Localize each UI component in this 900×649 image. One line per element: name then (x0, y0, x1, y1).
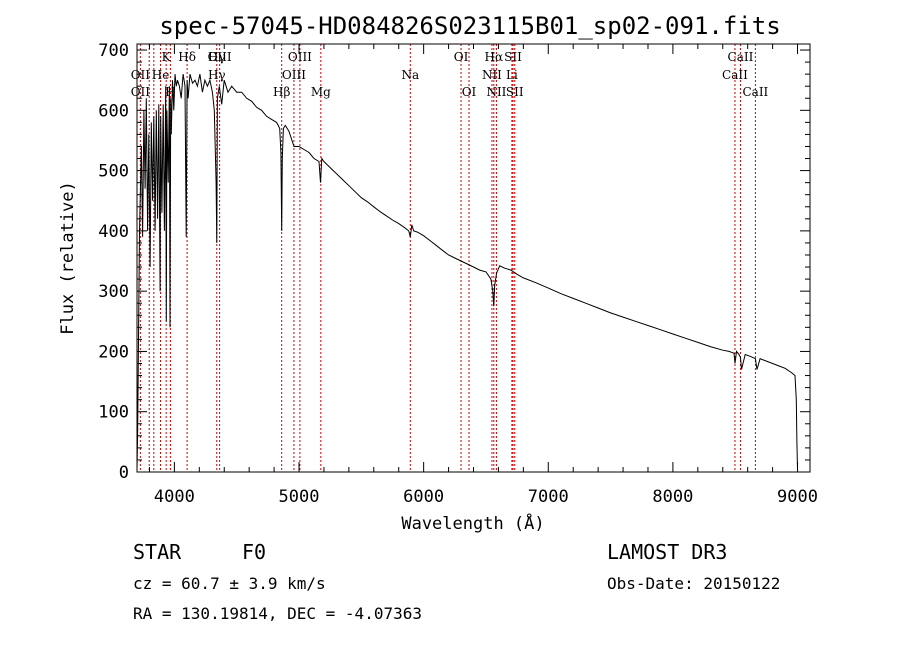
x-tick-label: 9000 (777, 487, 818, 507)
line-label: NII (482, 68, 502, 82)
object-subclass: F0 (242, 540, 266, 564)
x-tick-label: 4000 (154, 487, 195, 507)
coordinates: RA = 130.19814, DEC = -4.07363 (133, 604, 422, 623)
y-tick-label: 700 (98, 41, 129, 61)
line-label: OIII (282, 68, 306, 82)
line-label: NII (486, 85, 506, 99)
observation-date: Obs-Date: 20150122 (607, 574, 780, 593)
x-tick-label: 6000 (403, 487, 444, 507)
line-label: OII (131, 85, 151, 99)
line-label: Mg (311, 85, 331, 99)
y-tick-label: 100 (98, 403, 129, 423)
y-axis-label: Flux (relative) (58, 181, 78, 335)
line-label: CaII (722, 68, 748, 82)
y-tick-label: 200 (98, 342, 129, 362)
plot-frame (136, 43, 811, 473)
x-axis-ticks: 4000 5000 6000 7000 8000 9000 (148, 44, 818, 507)
x-axis-label: Wavelength (Å) (401, 512, 544, 534)
line-label: OI (454, 50, 469, 64)
line-label: CaII (728, 50, 754, 64)
x-tick-label: 8000 (652, 487, 693, 507)
chart-title: spec-57045-HD084826S023115B01_sp02-091.f… (159, 12, 780, 40)
y-axis-ticks: 0 100 200 300 400 500 600 700 (98, 41, 810, 483)
line-label: SII (506, 85, 524, 99)
x-tick-label: 7000 (528, 487, 569, 507)
line-label: Hα (485, 50, 504, 64)
spectrum-line (136, 73, 798, 470)
line-label: OIII (288, 50, 312, 64)
line-label: Hγ (208, 50, 226, 64)
line-label: Li (506, 68, 518, 82)
survey-name: LAMOST DR3 (607, 540, 727, 564)
line-label: He (152, 68, 170, 82)
x-tick-label: 5000 (279, 487, 320, 507)
line-label: Hδ (178, 50, 196, 64)
y-tick-label: 0 (119, 463, 129, 483)
line-label: OII (131, 68, 151, 82)
object-class: STAR (133, 540, 182, 564)
y-tick-label: 500 (98, 162, 129, 182)
line-label: Hβ (273, 85, 290, 99)
line-label: OIII (208, 50, 232, 64)
y-tick-label: 300 (98, 282, 129, 302)
emission-line-labels: HδOIIOIIHeKHHγHγOIIIHβOIIIOIIIMgNaOIOIHα… (131, 50, 769, 99)
line-label: SII (504, 50, 522, 64)
line-label: Hγ (208, 68, 226, 82)
line-label: OI (462, 85, 477, 99)
redshift-value: cz = 60.7 ± 3.9 km/s (133, 574, 326, 593)
line-label: CaII (742, 85, 768, 99)
y-tick-label: 400 (98, 222, 129, 242)
y-tick-label: 600 (98, 101, 129, 121)
line-label: H (165, 85, 175, 99)
line-label: K (162, 50, 172, 64)
emission-line-markers (139, 44, 756, 472)
line-label: Na (401, 68, 419, 82)
